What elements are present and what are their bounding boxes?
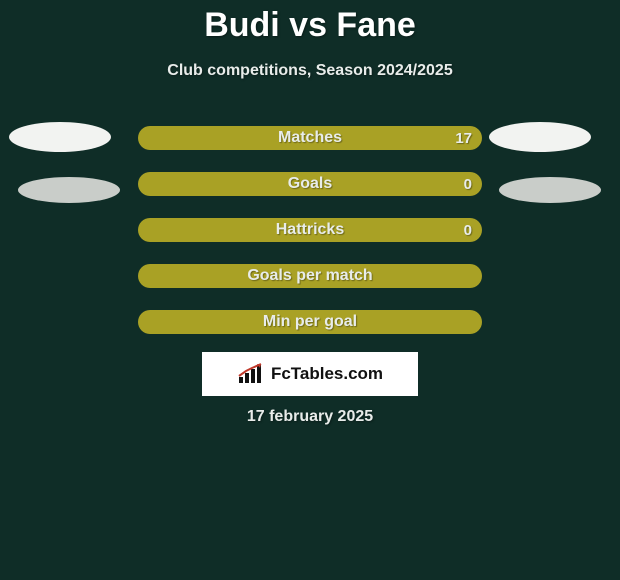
stat-label: Hattricks [276,221,344,239]
infographic-canvas: Budi vs Fane Club competitions, Season 2… [0,0,620,580]
date-line: 17 february 2025 [0,408,620,426]
page-subtitle: Club competitions, Season 2024/2025 [0,62,620,80]
logo-box: FcTables.com [202,352,418,396]
page-title: Budi vs Fane [0,6,620,45]
stat-row: Min per goal [138,310,482,334]
stat-value: 0 [464,222,472,239]
stat-label: Goals per match [247,267,372,285]
stat-row: Goals 0 [138,172,482,196]
left-top-ellipse [9,122,111,152]
stat-label: Goals [288,175,332,193]
stat-row: Goals per match [138,264,482,288]
stat-label: Matches [278,129,342,147]
stat-row: Hattricks 0 [138,218,482,242]
stat-row: Matches 17 [138,126,482,150]
stat-value: 17 [455,130,472,147]
logo-text: FcTables.com [271,364,383,384]
stat-label: Min per goal [263,313,357,331]
right-top-ellipse [489,122,591,152]
bar-chart-trend-icon [237,363,265,385]
left-mid-ellipse [18,177,120,203]
stat-value: 0 [464,176,472,193]
right-mid-ellipse [499,177,601,203]
